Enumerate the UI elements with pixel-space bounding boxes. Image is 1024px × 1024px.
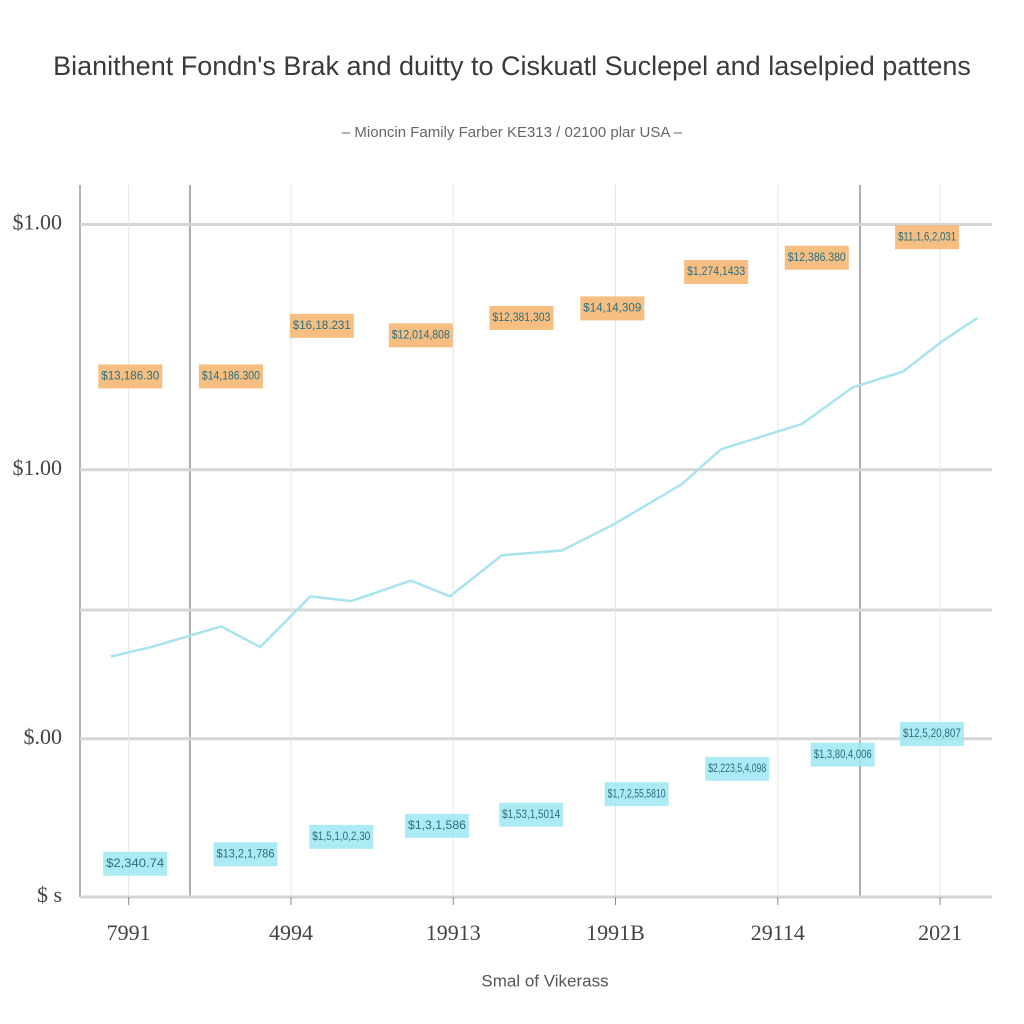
y-tick-label: $1.00 <box>13 455 63 480</box>
data-marker <box>388 323 453 348</box>
data-marker <box>810 742 875 767</box>
x-tick-label: 1991B <box>586 920 645 945</box>
data-box: $11,1,6,2,031 <box>895 225 960 250</box>
data-marker <box>705 756 770 781</box>
data-box: $2,223,5,4,098 <box>705 756 770 781</box>
data-box: $1,5,1,0,2,30 <box>309 824 374 849</box>
chart-title: Bianithent Fondn's Brak and duitty to Ci… <box>53 51 971 81</box>
data-box: $16,18.231 <box>289 313 354 338</box>
data-box: $12,014,808 <box>388 323 453 348</box>
y-tick-label: $.00 <box>24 724 63 749</box>
data-marker <box>895 225 960 250</box>
chart-subtitle: – Mioncin Family Farber KE313 / 02100 pl… <box>342 124 683 141</box>
data-marker <box>580 296 645 321</box>
data-box: $13,186.30 <box>98 364 163 389</box>
data-marker <box>213 842 278 867</box>
data-label: $1,3,80,4,006 <box>814 747 872 761</box>
data-marker <box>899 722 964 747</box>
data-line <box>110 316 979 658</box>
data-marker <box>98 364 163 389</box>
data-label: $13,186.30 <box>101 369 159 383</box>
data-box: $12,386.380 <box>784 245 849 270</box>
y-tick-label: $ s <box>37 882 62 907</box>
data-box: $14,186.300 <box>198 364 263 389</box>
data-box: $1,7,2,55,5810 <box>604 782 669 807</box>
data-box: $1,53,1,5014 <box>499 802 564 827</box>
data-label: $11,1,6,2,031 <box>898 229 956 243</box>
data-label: $1,274,1433 <box>687 264 745 278</box>
data-marker <box>489 305 554 330</box>
x-tick-label: 19913 <box>426 920 481 945</box>
data-label: $2,340.74 <box>106 856 164 870</box>
x-tick-label: 7991 <box>107 920 151 945</box>
data-box: $14,14,309 <box>580 296 645 321</box>
data-box: $1,274,1433 <box>684 260 749 285</box>
data-box: $12,381,303 <box>489 305 554 330</box>
data-label: $14,14,309 <box>583 301 641 315</box>
data-box: $2,340.74 <box>103 851 168 876</box>
data-label: $12,386.380 <box>788 250 846 264</box>
x-axis-label: Smal of Vikerass <box>481 971 608 990</box>
data-label: $12,381,303 <box>492 310 550 324</box>
data-label: $13,2,1,786 <box>217 846 275 860</box>
data-marker <box>499 802 564 827</box>
data-box: $13,2,1,786 <box>213 842 278 867</box>
data-marker <box>103 851 168 876</box>
data-label: $2,223,5,4,098 <box>708 761 766 775</box>
y-tick-label: $1.00 <box>13 210 63 235</box>
x-tick-label: 2021 <box>918 920 962 945</box>
data-label: $12,014,808 <box>392 327 450 341</box>
data-label: $12,5,20,807 <box>903 726 961 740</box>
data-label: $1,53,1,5014 <box>502 807 560 821</box>
data-box: $1,3,80,4,006 <box>810 742 875 767</box>
data-label: $1,5,1,0,2,30 <box>312 829 370 843</box>
data-marker <box>289 313 354 338</box>
x-tick-label: 4994 <box>269 920 313 945</box>
data-marker <box>604 782 669 807</box>
data-box: $12,5,20,807 <box>899 722 964 747</box>
data-marker <box>198 364 263 389</box>
data-label: $1,3,1,586 <box>408 818 466 832</box>
data-label: $16,18.231 <box>293 318 351 332</box>
data-marker <box>684 260 749 285</box>
data-marker <box>784 245 849 270</box>
data-marker <box>309 824 374 849</box>
data-label: $1,7,2,55,5810 <box>608 786 666 800</box>
data-box: $1,3,1,586 <box>405 813 470 838</box>
x-tick-label: 29114 <box>751 920 805 945</box>
data-marker <box>405 813 470 838</box>
data-label: $14,186.300 <box>202 369 260 383</box>
